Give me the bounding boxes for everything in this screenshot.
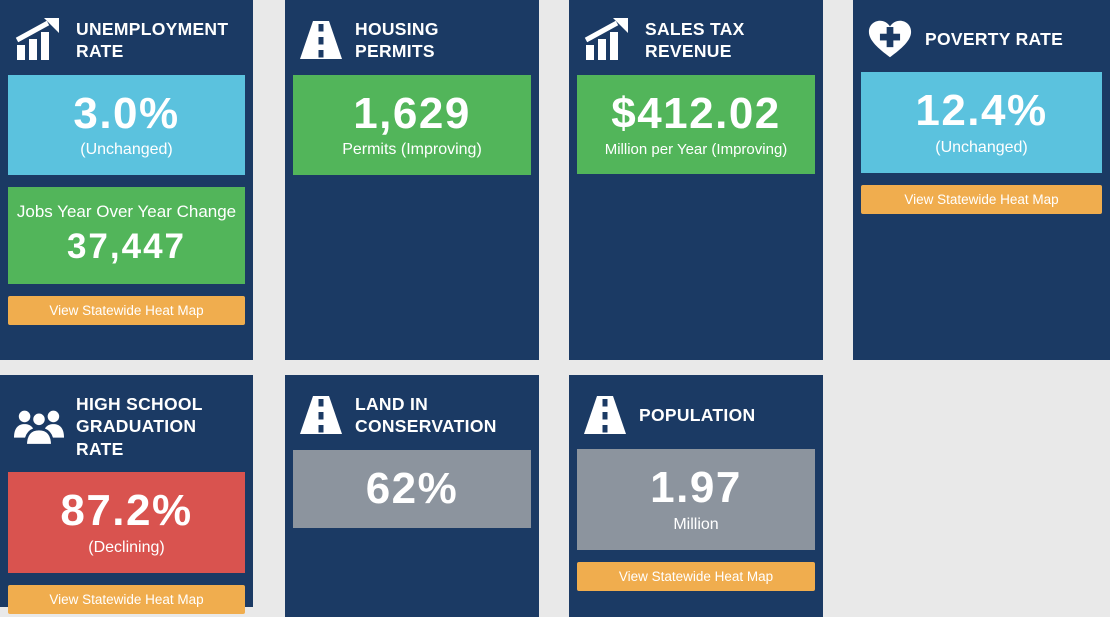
highway-icon bbox=[299, 393, 343, 437]
metric-status: (Declining) bbox=[88, 538, 165, 556]
metric-value: 1,629 bbox=[353, 88, 471, 138]
graduation-rate-metric: 87.2% (Declining) bbox=[8, 472, 245, 573]
card-title: HOUSING PERMITS bbox=[355, 19, 439, 62]
card-title: POVERTY RATE bbox=[925, 28, 1064, 49]
card-unemployment-rate: UNEMPLOYMENT RATE 3.0% (Unchanged) Jobs … bbox=[0, 0, 253, 360]
card-header: POVERTY RATE bbox=[861, 8, 1102, 72]
card-land-in-conservation: LAND IN CONSERVATION 62% bbox=[285, 375, 539, 617]
card-header: SALES TAX REVENUE bbox=[577, 8, 815, 75]
metric-status: Permits (Improving) bbox=[342, 141, 482, 159]
people-group-icon bbox=[14, 406, 64, 448]
view-statewide-heat-map-button[interactable]: View Statewide Heat Map bbox=[577, 561, 815, 591]
card-header: POPULATION bbox=[577, 383, 815, 449]
metric-value: 1.97 bbox=[650, 463, 742, 512]
card-sales-tax-revenue: SALES TAX REVENUE $412.02 Million per Ye… bbox=[569, 0, 823, 360]
card-title: SALES TAX REVENUE bbox=[645, 19, 745, 62]
card-title: LAND IN CONSERVATION bbox=[355, 394, 497, 437]
heart-plus-icon bbox=[867, 18, 913, 60]
card-title: POPULATION bbox=[639, 404, 756, 425]
card-title: HIGH SCHOOL GRADUATION RATE bbox=[76, 394, 203, 459]
bar-chart-trend-icon bbox=[583, 18, 633, 62]
card-title: UNEMPLOYMENT RATE bbox=[76, 19, 229, 62]
bar-chart-trend-icon bbox=[14, 18, 64, 62]
population-metric: 1.97 Million bbox=[577, 449, 815, 550]
card-header: UNEMPLOYMENT RATE bbox=[8, 8, 245, 75]
card-header: HIGH SCHOOL GRADUATION RATE bbox=[8, 383, 245, 472]
highway-icon bbox=[299, 18, 343, 62]
card-poverty-rate: POVERTY RATE 12.4% (Unchanged) View Stat… bbox=[853, 0, 1110, 360]
sales-tax-metric: $412.02 Million per Year (Improving) bbox=[577, 74, 815, 175]
housing-permits-metric: 1,629 Permits (Improving) bbox=[293, 74, 531, 176]
card-header: LAND IN CONSERVATION bbox=[293, 383, 531, 450]
view-statewide-heat-map-button[interactable]: View Statewide Heat Map bbox=[8, 584, 245, 614]
view-statewide-heat-map-button[interactable]: View Statewide Heat Map bbox=[861, 184, 1102, 214]
metric-label: Jobs Year Over Year Change bbox=[16, 202, 237, 222]
metric-value: 37,447 bbox=[66, 227, 187, 267]
land-conservation-metric: 62% bbox=[293, 449, 531, 529]
card-high-school-graduation-rate: HIGH SCHOOL GRADUATION RATE 87.2% (Decli… bbox=[0, 375, 253, 614]
metric-value: 12.4% bbox=[915, 86, 1048, 135]
jobs-change-metric: Jobs Year Over Year Change 37,447 bbox=[8, 187, 245, 284]
metric-value: 87.2% bbox=[60, 486, 193, 536]
metric-status: (Unchanged) bbox=[935, 138, 1028, 156]
unemployment-rate-metric: 3.0% (Unchanged) bbox=[8, 74, 245, 176]
poverty-rate-metric: 12.4% (Unchanged) bbox=[861, 72, 1102, 173]
card-housing-permits: HOUSING PERMITS 1,629 Permits (Improving… bbox=[285, 0, 539, 360]
metric-value: 3.0% bbox=[73, 88, 180, 138]
card-population: POPULATION 1.97 Million View Statewide H… bbox=[569, 375, 823, 617]
card-header: HOUSING PERMITS bbox=[293, 8, 531, 75]
view-statewide-heat-map-button[interactable]: View Statewide Heat Map bbox=[8, 295, 245, 325]
highway-icon bbox=[583, 393, 627, 437]
metric-value: 62% bbox=[365, 463, 459, 513]
metric-value: $412.02 bbox=[611, 88, 781, 138]
metric-status: Million per Year (Improving) bbox=[604, 141, 788, 159]
metric-unit: Million bbox=[673, 515, 719, 533]
metric-status: (Unchanged) bbox=[80, 141, 173, 159]
